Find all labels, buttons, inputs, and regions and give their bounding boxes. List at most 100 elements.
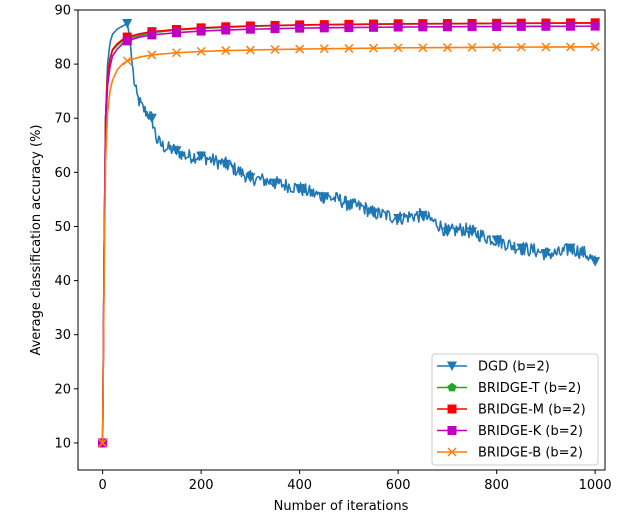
series-marker (122, 56, 132, 66)
series-marker (171, 146, 182, 156)
series-marker (418, 22, 428, 32)
series-marker (245, 24, 255, 34)
x-axis-ticks: 0 200 400 600 800 1000 (98, 470, 612, 493)
series-marker (221, 25, 231, 35)
series-4 (98, 42, 600, 448)
series-marker (590, 42, 600, 52)
series-marker (196, 46, 206, 56)
series-marker (565, 243, 576, 254)
legend-label: BRIDGE-K (b=2) (478, 424, 583, 439)
x-axis-label: Number of iterations (274, 499, 409, 514)
series-marker (368, 208, 379, 218)
x-tick-label: 200 (189, 478, 214, 493)
x-tick-label: 1000 (579, 478, 612, 493)
series-marker (122, 36, 132, 46)
y-tick-label: 90 (54, 4, 71, 19)
series-marker (393, 22, 403, 32)
series-marker (369, 22, 379, 32)
series-marker (516, 21, 526, 31)
series-marker (516, 243, 527, 254)
series-marker (467, 22, 477, 32)
y-axis-ticks: 10 20 30 40 50 60 70 80 90 (54, 4, 78, 451)
series-marker (122, 19, 133, 29)
legend-entry: BRIDGE-B (b=2) (437, 446, 583, 461)
legend-entry: BRIDGE-K (b=2) (437, 424, 583, 439)
plot-frame (77, 9, 606, 471)
legend: DGD (b=2) BRIDGE-T (b=2) BRIDGE-M (b=2) BRI… (431, 353, 599, 466)
series-marker (442, 43, 452, 53)
series-marker (516, 42, 526, 52)
series-3 (98, 21, 600, 448)
series-marker (467, 42, 477, 52)
x-tick-label: 400 (287, 478, 312, 493)
series-marker (98, 438, 108, 448)
series-marker (590, 21, 600, 31)
y-tick-label: 70 (54, 112, 71, 127)
x-tick-label: 600 (386, 478, 411, 493)
y-tick-label: 40 (54, 274, 71, 289)
series-marker (270, 44, 280, 55)
legend-marker (447, 447, 457, 457)
series-marker (393, 43, 403, 53)
series-marker (467, 227, 478, 237)
series-marker (245, 173, 256, 183)
series-marker (196, 26, 206, 36)
series-marker (270, 178, 281, 189)
series-marker (196, 151, 207, 162)
series-marker (442, 22, 452, 32)
series-marker (147, 50, 157, 60)
series-marker (270, 24, 280, 34)
series-marker (295, 44, 305, 54)
series-marker (172, 28, 182, 38)
series-marker (566, 21, 576, 31)
series-marker (294, 184, 305, 194)
series-marker (590, 257, 601, 267)
y-tick-label: 50 (54, 220, 71, 235)
series-marker (319, 44, 329, 54)
series-marker (417, 211, 428, 221)
y-tick-label: 60 (54, 166, 71, 181)
series-marker (171, 48, 182, 58)
series-marker (221, 46, 231, 56)
series-marker (540, 249, 551, 259)
series-marker (541, 42, 551, 52)
legend-entry: BRIDGE-M (b=2) (437, 403, 586, 418)
series-marker (147, 30, 157, 40)
series-marker (565, 42, 576, 52)
series-marker (393, 213, 404, 224)
series-marker (344, 43, 354, 53)
series-marker (319, 23, 329, 33)
series-marker (295, 23, 305, 33)
series-marker (319, 192, 330, 202)
y-axis-label: Average classification accuracy (%) (29, 124, 44, 355)
legend-marker (447, 426, 457, 435)
legend-marker (447, 382, 457, 392)
y-tick-label: 30 (54, 328, 71, 343)
legend-label: BRIDGE-M (b=2) (478, 403, 586, 418)
legend-entry: DGD (b=2) (437, 360, 550, 375)
legend-label: BRIDGE-B (b=2) (478, 446, 583, 461)
x-tick-label: 0 (98, 478, 106, 493)
series-0 (97, 19, 601, 448)
series-marker (541, 21, 551, 31)
legend-marker (447, 361, 457, 371)
legend-label: BRIDGE-T (b=2) (478, 381, 581, 396)
series-marker (344, 23, 354, 33)
legend-entries: DGD (b=2) BRIDGE-T (b=2) BRIDGE-M (b=2) BRI… (437, 360, 586, 461)
y-tick-label: 80 (54, 58, 71, 73)
series-marker (343, 200, 354, 210)
series-marker (418, 43, 428, 53)
series-marker (368, 43, 379, 53)
series-marker (492, 22, 502, 32)
legend-entry: BRIDGE-T (b=2) (437, 381, 581, 396)
x-tick-label: 800 (484, 478, 509, 493)
plot-series (97, 18, 601, 448)
series-marker (491, 235, 502, 245)
series-marker (442, 227, 453, 237)
series-marker (146, 113, 157, 124)
legend-label: DGD (b=2) (478, 360, 550, 375)
y-tick-label: 10 (54, 436, 71, 451)
legend-frame (431, 353, 599, 466)
y-tick-label: 20 (54, 382, 71, 397)
